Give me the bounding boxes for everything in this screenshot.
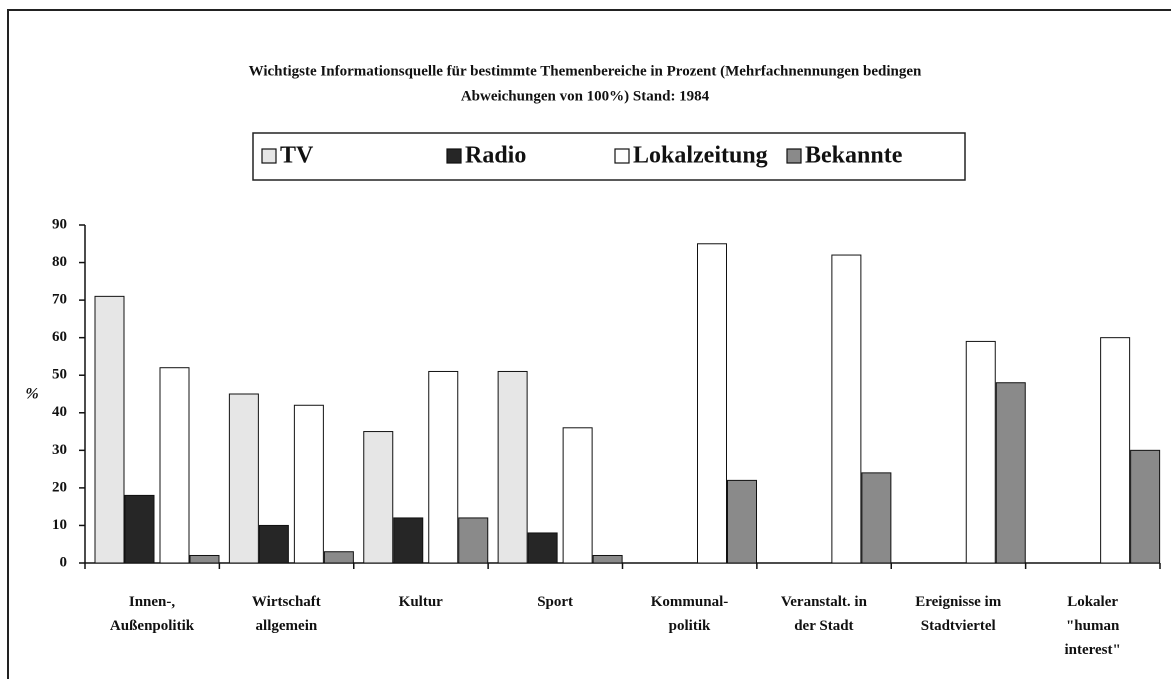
bar: [323, 551, 354, 564]
legend-label: Bekannte: [805, 143, 903, 169]
bar: [727, 479, 757, 564]
legend-swatch: [261, 148, 277, 164]
x-tick-label: Innen-, Außenpolitik: [109, 594, 195, 634]
legend-swatch: [786, 148, 802, 164]
legend-label: TV: [280, 143, 314, 169]
bar: [965, 340, 996, 564]
bar: [497, 370, 528, 564]
bar: [258, 524, 289, 564]
bar: [697, 243, 727, 564]
x-tick-label: Kultur: [398, 594, 443, 610]
bar: [363, 431, 394, 564]
y-tick-label: 70: [52, 292, 67, 308]
y-tick-label: 40: [52, 404, 67, 420]
x-tick-label: Sport: [537, 594, 574, 610]
bar: [293, 404, 324, 564]
bar: [159, 367, 190, 564]
chart-title: Wichtigste Informationsquelle für bestim…: [249, 63, 922, 79]
y-tick-label: 50: [52, 367, 67, 383]
bar: [124, 494, 155, 564]
y-tick-label: 0: [60, 554, 68, 570]
x-tick-label: Lokaler "human interest": [1064, 594, 1121, 658]
bar: [393, 517, 424, 564]
bar: [428, 370, 459, 564]
bar: [1100, 337, 1131, 564]
legend-label: Radio: [465, 143, 526, 169]
legend-label: Lokalzeitung: [633, 143, 768, 169]
legend-swatch: [446, 148, 462, 164]
bar: [228, 393, 259, 564]
chart-subtitle: Abweichungen von 100%) Stand: 1984: [461, 88, 710, 104]
bar: [1130, 449, 1161, 564]
bar: [527, 532, 558, 564]
bar: [861, 472, 892, 564]
y-tick-label: 60: [52, 329, 67, 345]
bar: [94, 295, 125, 564]
y-axis-label: %: [25, 386, 38, 403]
y-tick-label: 80: [52, 254, 67, 270]
frame: [7, 9, 1171, 679]
y-tick-label: 90: [52, 216, 67, 232]
legend-box: [252, 132, 966, 181]
bar: [831, 254, 862, 564]
legend-swatch: [614, 148, 630, 164]
bar: [458, 517, 489, 564]
x-tick-label: Kommunal- politik: [650, 594, 729, 634]
x-tick-label: Veranstalt. in der Stadt: [780, 594, 867, 634]
y-tick-label: 30: [52, 442, 67, 458]
bar: [592, 554, 623, 564]
y-tick-label: 20: [52, 479, 67, 495]
bar: [189, 554, 220, 564]
bar: [995, 382, 1026, 564]
x-tick-label: Wirtschaft allgemein: [251, 594, 321, 634]
y-tick-label: 10: [52, 517, 67, 533]
bar: [562, 427, 593, 564]
x-tick-label: Ereignisse im Stadtviertel: [915, 594, 1002, 634]
